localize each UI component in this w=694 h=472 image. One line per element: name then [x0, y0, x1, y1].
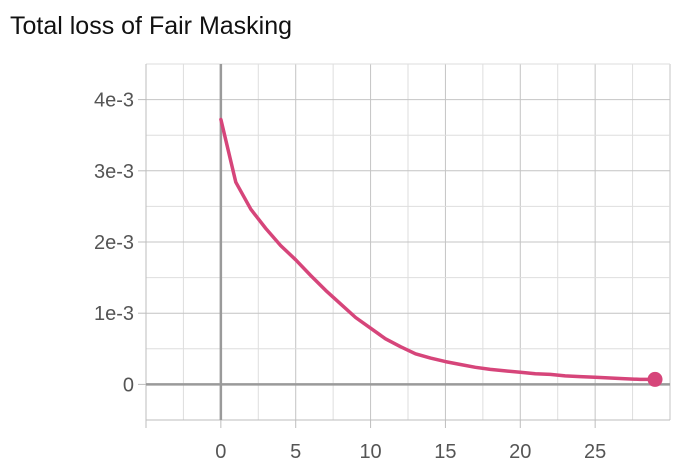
- chart-title: Total loss of Fair Masking: [10, 12, 293, 40]
- series-layer: [219, 117, 663, 387]
- x-tick-label: 20: [509, 441, 531, 463]
- x-tick-label: 15: [434, 441, 456, 463]
- y-tick-label: 2e-3: [94, 232, 134, 254]
- y-tick-label: 0: [123, 374, 134, 396]
- x-tick-label: 10: [359, 441, 381, 463]
- axes-layer: [138, 64, 670, 428]
- series-end-point: [647, 371, 663, 387]
- grid-layer: [145, 63, 671, 421]
- y-tick-label: 3e-3: [94, 161, 134, 183]
- y-tick-label: 1e-3: [94, 303, 134, 325]
- x-tick-label: 5: [290, 441, 301, 463]
- x-tick-label: 0: [215, 441, 226, 463]
- series-line: [219, 117, 657, 382]
- tick-labels: 0 1e-3 2e-3 3e-3 4e-3 0 5 10 15 20 25: [94, 90, 606, 463]
- y-tick-label: 4e-3: [94, 90, 134, 112]
- x-tick-label: 25: [584, 441, 606, 463]
